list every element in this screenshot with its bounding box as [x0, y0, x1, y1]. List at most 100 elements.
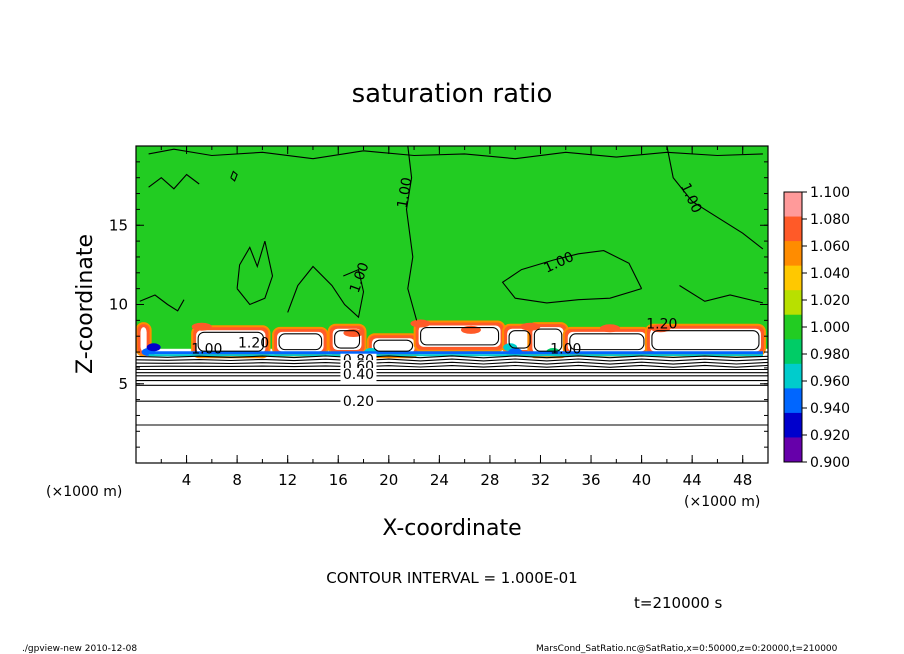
- cloud-core: [418, 325, 501, 347]
- x-tick-label: 20: [379, 471, 398, 489]
- contour-label: 1.20: [646, 316, 677, 332]
- contour-line: [533, 328, 563, 352]
- contour-line: [569, 333, 645, 351]
- cloud-core: [140, 327, 147, 352]
- contour-line: [135, 361, 769, 365]
- cloud-base-band: [148, 351, 763, 355]
- contour-interval-note: CONTOUR INTERVAL = 1.000E-01: [326, 569, 577, 587]
- contour-line: [651, 330, 760, 351]
- x-tick-label: 44: [683, 471, 702, 489]
- cloud-core: [649, 328, 761, 352]
- contour-line: [135, 355, 769, 359]
- contour-line: [666, 145, 764, 250]
- supersaturation-spot: [600, 324, 620, 333]
- colorbar-label: 0.960: [810, 374, 850, 390]
- saturated-region: [136, 146, 768, 349]
- contour-line: [373, 339, 414, 352]
- colorbar: 1.100 1.080 1.060 1.040 1.020 1.000 0.980 0.960…: [783, 185, 850, 471]
- contour-label: 1.00: [394, 176, 415, 209]
- x-unit-note: (×1000 m): [684, 494, 760, 510]
- contour-line: [230, 170, 238, 182]
- colorbar-segment: [784, 412, 802, 438]
- y-tick-label: 15: [109, 216, 128, 234]
- contour-label-text: 1.00: [191, 342, 222, 358]
- contour-label: 1.00: [191, 342, 222, 358]
- x-tick-label: 32: [531, 471, 550, 489]
- chart-title: saturation ratio: [352, 79, 553, 109]
- contour-line: [405, 145, 418, 321]
- colorbar-label: 1.080: [810, 212, 850, 228]
- y-tick-label: 10: [109, 296, 128, 314]
- x-tick-label: 16: [329, 471, 348, 489]
- colorbar-segment: [784, 216, 802, 242]
- supersaturation-spot: [191, 322, 212, 331]
- contour-line: [135, 364, 769, 368]
- contour-label: 0.40: [340, 367, 377, 383]
- colorbar-label: 0.980: [810, 347, 850, 363]
- contour-label-text: 1.00: [394, 176, 415, 209]
- contour-label-text: 1.00: [550, 342, 581, 358]
- contour-line: [501, 250, 643, 304]
- contour-label: 1.20: [238, 335, 269, 351]
- colorbar-label: 1.060: [810, 239, 850, 255]
- colorbar-label: 1.020: [810, 293, 850, 309]
- subsaturated-region: [136, 348, 768, 463]
- contour-line: [139, 294, 185, 312]
- colorbar-label: 0.940: [810, 401, 850, 417]
- contour-line: [278, 333, 323, 351]
- colorbar-label: 0.920: [810, 428, 850, 444]
- colorbar-segment: [784, 192, 802, 218]
- plot-area: 1.001.001.001.001.001.001.201.200.800.60…: [109, 145, 769, 489]
- contour-label-text: 1.20: [646, 316, 677, 332]
- contour-line: [148, 173, 200, 190]
- y-tick-label: 5: [118, 375, 128, 393]
- colorbar-segment: [784, 265, 802, 291]
- cloud-base-band-2: [148, 354, 763, 357]
- cloud-core: [567, 331, 646, 352]
- footer-left: ./gpview-new 2010-12-08: [22, 644, 137, 654]
- contour-line: [420, 326, 500, 346]
- footer-right: MarsCond_SatRatio.nc@SatRatio,x=0:50000,…: [536, 644, 838, 654]
- contour-line: [334, 330, 361, 349]
- colorbar-label: 1.100: [810, 185, 850, 201]
- contour-line: [679, 285, 764, 304]
- contour-line: [236, 240, 274, 306]
- colorbar-segment: [784, 388, 802, 414]
- colorbar-segment: [784, 363, 802, 389]
- y-axis-title: Z-coordinate: [73, 234, 98, 374]
- x-tick-label: 28: [480, 471, 499, 489]
- x-tick-label: 36: [581, 471, 600, 489]
- colorbar-segment: [784, 314, 802, 340]
- contour-line: [287, 265, 365, 319]
- colorbar-segment: [784, 241, 802, 267]
- contour-label: 0.20: [340, 394, 377, 410]
- x-tick-label: 12: [278, 471, 297, 489]
- contour-label-bg: [340, 394, 377, 409]
- contour-label-bg: [340, 367, 377, 382]
- colorbar-segment: [784, 437, 802, 463]
- x-tick-label: 4: [182, 471, 192, 489]
- contour-line: [508, 330, 531, 349]
- contour-line: [148, 148, 763, 160]
- colorbar-label: 1.040: [810, 266, 850, 282]
- colorbar-label: 1.000: [810, 320, 850, 336]
- time-note: t=210000 s: [634, 594, 722, 612]
- cloud-core: [196, 330, 266, 354]
- x-tick-label: 40: [632, 471, 651, 489]
- colorbar-label: 0.900: [810, 455, 850, 471]
- cloud-core: [532, 327, 564, 354]
- colorbar-segment: [784, 290, 802, 316]
- contour-lines: [135, 145, 769, 426]
- contour-label: 1.00: [550, 342, 581, 358]
- cloud-core: [371, 338, 415, 354]
- x-tick-label: 8: [232, 471, 242, 489]
- subsaturation-spot: [146, 343, 161, 352]
- colorbar-segment: [784, 339, 802, 365]
- x-axis-title: X-coordinate: [382, 516, 521, 541]
- supersaturation-spot: [520, 322, 541, 331]
- contour-line: [135, 358, 769, 362]
- cloud-core: [277, 331, 324, 352]
- contour-label-text: 0.20: [343, 394, 374, 410]
